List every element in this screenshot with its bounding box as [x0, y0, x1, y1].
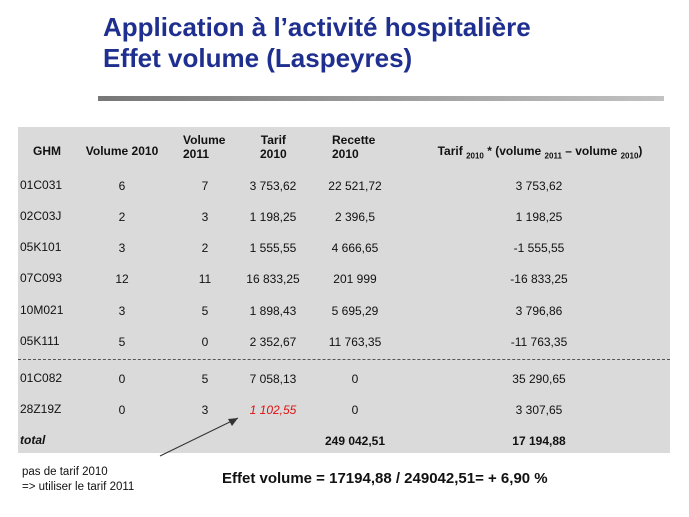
annotation-line-2: => utiliser le tarif 2011 [22, 481, 135, 493]
title-line-1: Application à l’activité hospitalière [103, 12, 531, 42]
cell-effet: 3 307,65 [515, 403, 563, 417]
cell-volume-2010: 5 [118, 335, 126, 349]
cell-tarif-2010: 16 833,25 [246, 272, 300, 286]
header-volume-2010: Volume 2010 [85, 144, 159, 158]
header-volume-2011: Volume 2011 [183, 133, 226, 161]
cell-recette-2010: 201 999 [333, 272, 377, 286]
cell-volume-2010: 2 [118, 210, 126, 224]
cell-recette-2010: 11 763,35 [328, 335, 382, 349]
effet-volume-result: Effet volume = 17194,88 / 249042,51= + 6… [222, 470, 548, 487]
cell-volume-2011: 5 [201, 304, 209, 318]
cell-volume-2011: 3 [201, 210, 209, 224]
cell-tarif-2010: 1 898,43 [249, 304, 297, 318]
cell-effet: 1 198,25 [515, 210, 563, 224]
dashed-separator [18, 359, 670, 360]
cell-effet: -11 763,35 [510, 335, 568, 349]
cell-volume-2011: 7 [201, 179, 209, 193]
cell-volume-2011: 2 [201, 241, 209, 255]
cell-ghm: 10M021 [20, 303, 64, 317]
cell-volume-2011: 3 [201, 403, 209, 417]
cell-ghm: 05K101 [20, 240, 62, 254]
cell-ghm: 01C031 [20, 178, 63, 192]
cell-volume-2010: 12 [115, 272, 129, 286]
header-ghm: GHM [33, 144, 61, 158]
cell-effet: -1 555,55 [513, 241, 565, 255]
annotation-line-1: pas de tarif 2010 [22, 466, 108, 478]
total-recette: 249 042,51 [324, 434, 386, 448]
cell-effet: -16 833,25 [510, 272, 568, 286]
total-effet: 17 194,88 [512, 434, 566, 448]
cell-volume-2010: 0 [118, 372, 126, 386]
cell-tarif-2010: 2 352,67 [249, 335, 297, 349]
header-tarif-2010: Tarif 2010 [260, 133, 287, 161]
header-recette-2010: Recette 2010 [332, 133, 376, 161]
cell-volume-2010: 3 [118, 304, 126, 318]
cell-effet: 3 796,86 [515, 304, 563, 318]
cell-tarif-2010: 1 555,55 [249, 241, 297, 255]
cell-recette-2010: 22 521,72 [328, 179, 382, 193]
cell-effet: 3 753,62 [515, 179, 563, 193]
cell-recette-2010: 4 666,65 [331, 241, 379, 255]
data-table-background [18, 127, 670, 453]
cell-recette-2010: 2 396,5 [334, 210, 376, 224]
cell-volume-2011: 5 [201, 372, 209, 386]
arrow-line [159, 417, 239, 457]
title-underline [98, 96, 664, 101]
cell-ghm: 02C03J [20, 209, 62, 223]
title-line-2: Effet volume (Laspeyres) [103, 43, 413, 73]
cell-effet: 35 290,65 [512, 372, 566, 386]
cell-volume-2011: 0 [201, 335, 209, 349]
cell-volume-2010: 3 [118, 241, 126, 255]
header-effet-formula: Tarif 2010 * (volume 2011 – volume 2010) [437, 144, 643, 161]
slide-title: Application à l’activité hospitalière Ef… [103, 12, 531, 74]
cell-ghm: 28Z19Z [20, 402, 62, 416]
cell-recette-2010: 0 [351, 372, 359, 386]
cell-ghm: 07C093 [20, 271, 63, 285]
cell-tarif-2010: 7 058,13 [249, 372, 297, 386]
cell-ghm: 05K111 [20, 334, 60, 348]
cell-ghm: 01C082 [20, 371, 63, 385]
cell-recette-2010: 5 695,29 [331, 304, 379, 318]
cell-tarif-2010-highlighted: 1 102,55 [249, 403, 297, 417]
cell-recette-2010: 0 [351, 403, 359, 417]
cell-volume-2011: 11 [198, 272, 212, 286]
cell-tarif-2010: 3 753,62 [249, 179, 297, 193]
arrow-head-icon [228, 418, 238, 426]
cell-tarif-2010: 1 198,25 [249, 210, 297, 224]
cell-volume-2010: 6 [118, 179, 126, 193]
cell-volume-2010: 0 [118, 403, 126, 417]
total-label: total [20, 433, 46, 447]
annotation-note: pas de tarif 2010 => utiliser le tarif 2… [22, 465, 134, 495]
